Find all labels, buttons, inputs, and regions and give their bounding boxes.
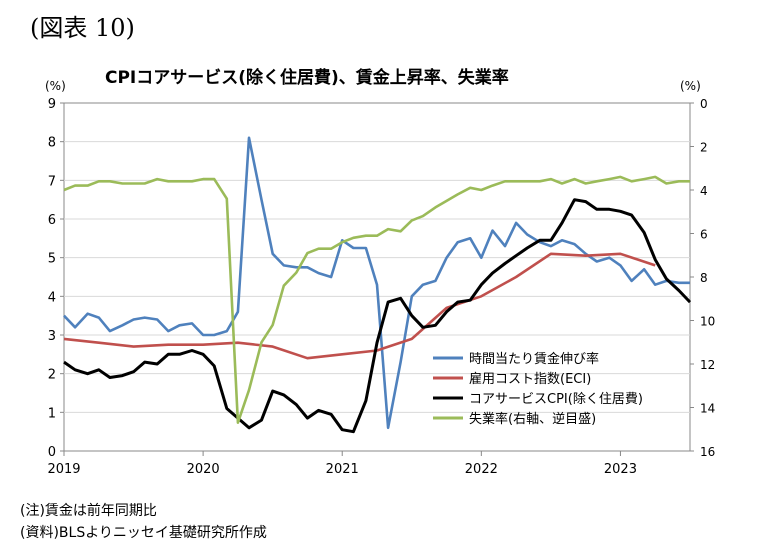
left-tick-label: 1 [48, 406, 56, 421]
series-line-4 [63, 175, 690, 424]
x-tick-label: 2023 [604, 462, 637, 477]
left-tick-label: 9 [48, 97, 56, 112]
series-line-2 [63, 252, 656, 360]
x-tick-label: 2021 [326, 462, 359, 477]
series-line-3 [63, 198, 692, 434]
left-tick-label: 8 [48, 136, 56, 151]
right-tick-label: 12 [700, 358, 715, 372]
left-tick-label: 0 [48, 445, 56, 460]
left-axis-unit: (%) [45, 79, 66, 93]
legend-label: 失業率(右軸、逆目盛) [469, 411, 596, 427]
right-tick-label: 6 [700, 228, 708, 242]
legend-label: 雇用コスト指数(ECI) [469, 371, 591, 387]
left-tick-label: 5 [48, 252, 56, 267]
left-tick-label: 3 [48, 329, 56, 344]
figure-label: (図表 10) [30, 14, 135, 42]
x-tick-label: 2019 [47, 462, 80, 477]
x-tick-label: 2020 [187, 462, 220, 477]
right-tick-label: 8 [700, 271, 708, 285]
legend-label: 時間当たり賃金伸び率 [469, 351, 599, 367]
right-tick-label: 4 [700, 184, 708, 198]
right-axis-unit: (%) [680, 79, 701, 93]
note-source: (資料)BLSよりニッセイ基礎研究所作成 [20, 525, 267, 541]
left-tick-label: 7 [48, 174, 56, 189]
right-tick-label: 2 [700, 141, 708, 155]
right-tick-label: 10 [700, 315, 715, 329]
right-tick-label: 0 [700, 97, 708, 111]
chart-title: CPIコアサービス(除く住居費)、賃金上昇率、失業率 [105, 67, 509, 88]
note-wage: (注)賃金は前年同期比 [20, 503, 157, 519]
right-tick-label: 14 [700, 402, 715, 416]
left-tick-label: 4 [48, 290, 56, 305]
legend-label: コアサービスCPI(除く住居費) [469, 392, 643, 407]
left-tick-label: 2 [48, 368, 56, 383]
series-line-1 [63, 136, 690, 430]
x-tick-label: 2022 [465, 462, 498, 477]
right-tick-label: 16 [700, 445, 715, 459]
left-tick-label: 6 [48, 213, 56, 228]
